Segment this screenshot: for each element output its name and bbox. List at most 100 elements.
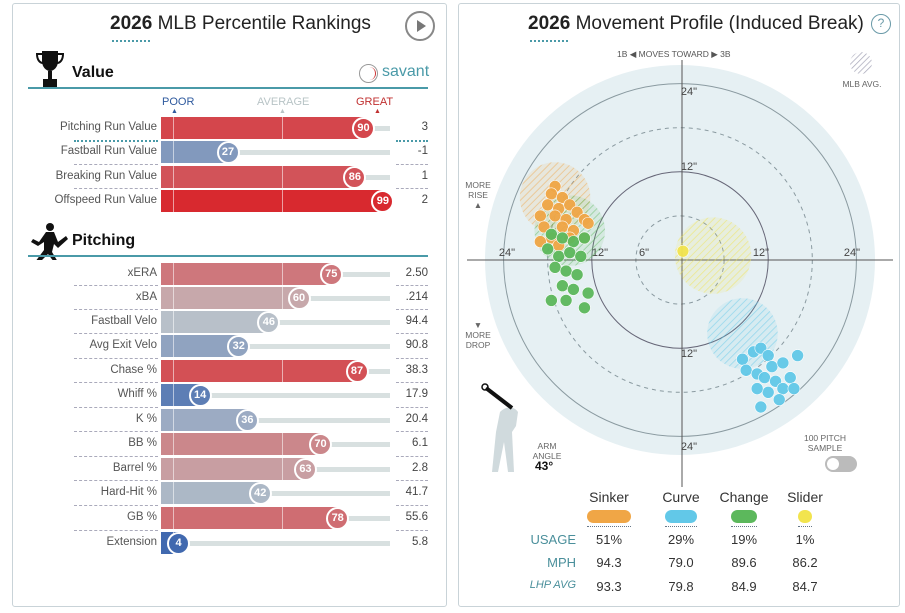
more-rise-label: MORE RISE ▲	[465, 180, 491, 210]
percentile-badge[interactable]: 70	[309, 432, 332, 456]
percentile-badge[interactable]: 42	[248, 481, 272, 505]
movement-title: 2026 Movement Profile (Induced Break)	[528, 13, 864, 34]
percentile-bar	[161, 507, 338, 529]
row-separator	[74, 188, 158, 189]
percentile-badge[interactable]: 27	[216, 140, 240, 164]
lhp-avg-value: 79.8	[668, 579, 694, 594]
play-button[interactable]	[405, 11, 435, 41]
percentile-badge[interactable]: 86	[343, 165, 367, 189]
percentile-track	[247, 418, 390, 423]
change-pitch-dot	[552, 250, 566, 263]
metric-value: 20.4	[405, 413, 428, 425]
curve-pitch-dot	[791, 349, 804, 362]
average-guide-line	[282, 117, 283, 139]
row-separator	[396, 358, 428, 359]
metric-value: 38.3	[405, 364, 428, 376]
curve-pitch-dot	[761, 349, 775, 362]
ring-label-24-bottom: 24"	[681, 441, 697, 453]
change-pitch-dot	[570, 268, 584, 281]
percentile-bar	[161, 409, 248, 431]
curve-pitch-dot	[739, 363, 753, 377]
sinker-pitch-dot	[581, 216, 595, 230]
lhp-avg-value: 84.7	[792, 579, 818, 594]
percentile-badge[interactable]: 14	[188, 383, 212, 407]
row-separator	[74, 333, 158, 334]
pitch-color-swatch	[665, 510, 697, 523]
percentile-badge[interactable]: 87	[345, 359, 369, 383]
usage-value: 51%	[595, 532, 623, 547]
percentile-track	[305, 467, 390, 472]
poor-marker-icon: ▲	[171, 108, 178, 115]
average-guide-line	[282, 433, 283, 455]
metric-value: 5.8	[412, 536, 428, 548]
help-button[interactable]: ?	[871, 14, 891, 34]
metric-label: BB %	[128, 437, 157, 449]
pitching-section-line	[28, 255, 428, 257]
usage-value: 19%	[730, 532, 758, 547]
pitcher-icon	[31, 223, 68, 260]
great-marker-icon: ▲	[374, 108, 381, 115]
percentile-track	[238, 344, 390, 349]
row-separator	[396, 456, 428, 457]
row-separator	[74, 505, 158, 506]
arm-angle-value: 43°	[535, 459, 554, 473]
row-separator	[396, 164, 428, 165]
ring-label-24-left: 24"	[499, 247, 515, 259]
row-separator	[74, 480, 158, 481]
percentile-badge[interactable]: 78	[326, 506, 350, 530]
lhp-avg-row-label: LHP AVG	[529, 579, 576, 591]
metric-label: Chase %	[110, 364, 157, 376]
metric-label: Offspeed Run Value	[54, 194, 157, 206]
percentile-badge[interactable]: 46	[257, 310, 281, 334]
change-pitch-dot	[563, 246, 577, 259]
value-section-title: Value	[72, 64, 114, 81]
more-drop-label: ▼ MORE DROP	[465, 320, 491, 350]
percentile-track	[363, 126, 390, 131]
mph-value: 94.3	[596, 555, 622, 570]
sample-toggle[interactable]	[825, 456, 857, 472]
change-pitch-dot	[545, 227, 558, 241]
percentile-badge[interactable]: 99	[371, 189, 395, 213]
percentile-bar	[161, 117, 364, 139]
metric-label: xBA	[135, 291, 157, 303]
poor-guide-line	[173, 507, 174, 529]
usage-value: 1%	[795, 532, 815, 547]
scale-poor: POOR	[162, 96, 195, 108]
percentile-title: 2026 MLB Percentile Rankings	[110, 13, 371, 34]
change-pitch-dot	[559, 294, 573, 307]
row-separator	[74, 164, 158, 165]
percentile-track	[260, 491, 390, 496]
metric-value: 6.1	[412, 437, 428, 449]
curve-pitch-dot	[750, 382, 764, 395]
average-guide-line	[282, 507, 283, 529]
percentile-badge[interactable]: 63	[293, 457, 317, 481]
mlb-avg-legend-icon	[850, 52, 872, 74]
poor-guide-line	[173, 335, 174, 357]
row-separator	[74, 431, 158, 432]
average-marker-icon: ▲	[279, 108, 286, 115]
row-separator	[396, 188, 428, 189]
poor-guide-line	[173, 287, 174, 309]
ring-label-6-left: 6"	[639, 247, 649, 259]
mph-value: 79.0	[668, 555, 694, 570]
percentile-badge[interactable]: 90	[352, 116, 375, 140]
percentile-badge[interactable]: 75	[319, 262, 343, 286]
percentile-badge[interactable]: 60	[287, 286, 311, 310]
sample-label: 100 PITCH SAMPLE	[803, 433, 847, 453]
percentile-bar	[161, 311, 269, 333]
percentile-badge[interactable]: 32	[227, 334, 251, 358]
change-pitch-dot	[556, 279, 569, 293]
average-guide-line	[282, 360, 283, 382]
arm-angle-label: ARM ANGLE	[532, 441, 562, 461]
percentile-badge[interactable]: 36	[235, 408, 259, 432]
percentile-badge[interactable]: 4	[167, 531, 191, 555]
movement-profile-panel	[458, 3, 900, 607]
poor-guide-line	[173, 311, 174, 333]
curve-pitch-dot	[761, 385, 775, 399]
ring-label-12-bottom: 12"	[681, 348, 697, 360]
metric-label: GB %	[126, 511, 157, 523]
metric-value: .214	[405, 291, 428, 303]
row-separator	[396, 431, 428, 432]
metric-label: Breaking Run Value	[55, 170, 157, 182]
metric-value: 2.50	[405, 267, 428, 279]
